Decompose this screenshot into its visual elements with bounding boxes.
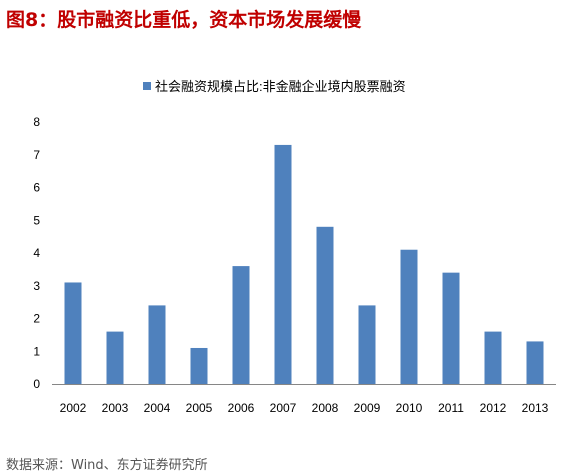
figure-title: 图8：股市融资比重低，资本市场发展缓慢 (6, 9, 362, 31)
bar (358, 305, 376, 384)
x-tick-label: 2007 (270, 401, 297, 415)
y-tick-label: 4 (33, 246, 40, 260)
y-tick-label: 5 (33, 213, 40, 227)
bar (442, 272, 460, 384)
y-tick-label: 3 (33, 279, 40, 293)
x-tick-label: 2013 (522, 401, 549, 415)
bar (484, 331, 502, 384)
bar (190, 347, 208, 384)
x-tick-label: 2010 (396, 401, 423, 415)
bar (148, 305, 166, 384)
x-tick-label: 2011 (438, 401, 464, 415)
x-tick-label: 2005 (186, 401, 213, 415)
bar (64, 282, 82, 384)
x-tick-label: 2006 (228, 401, 255, 415)
bar (526, 341, 544, 384)
x-tick-label: 2008 (312, 401, 339, 415)
x-tick-label: 2009 (354, 401, 381, 415)
x-axis-ticks: 2002 2003 2004 2005 2006 2007 2008 2009 2010 2011… (60, 401, 549, 415)
bar (274, 144, 292, 384)
bar (316, 226, 334, 384)
y-tick-label: 8 (33, 115, 40, 129)
y-tick-label: 6 (33, 181, 40, 195)
legend-label: 社会融资规模占比:非金融企业境内股票融资 (155, 79, 406, 94)
y-tick-label: 2 (33, 312, 40, 326)
x-tick-label: 2003 (102, 401, 129, 415)
bars (64, 144, 544, 384)
y-tick-label: 1 (33, 344, 40, 358)
y-tick-label: 0 (33, 377, 40, 391)
chart-legend: 社会融资规模占比:非金融企业境内股票融资 (143, 79, 406, 94)
x-tick-label: 2012 (480, 401, 507, 415)
data-source: 数据来源：Wind、东方证券研究所 (6, 458, 208, 473)
bar (232, 266, 250, 384)
bar (106, 331, 124, 384)
bar (400, 249, 418, 384)
y-tick-label: 7 (33, 148, 40, 162)
legend-swatch (143, 82, 151, 90)
y-axis-ticks: 0 1 2 3 4 5 6 7 8 (33, 115, 40, 391)
x-tick-label: 2004 (144, 401, 171, 415)
x-tick-label: 2002 (60, 401, 87, 415)
